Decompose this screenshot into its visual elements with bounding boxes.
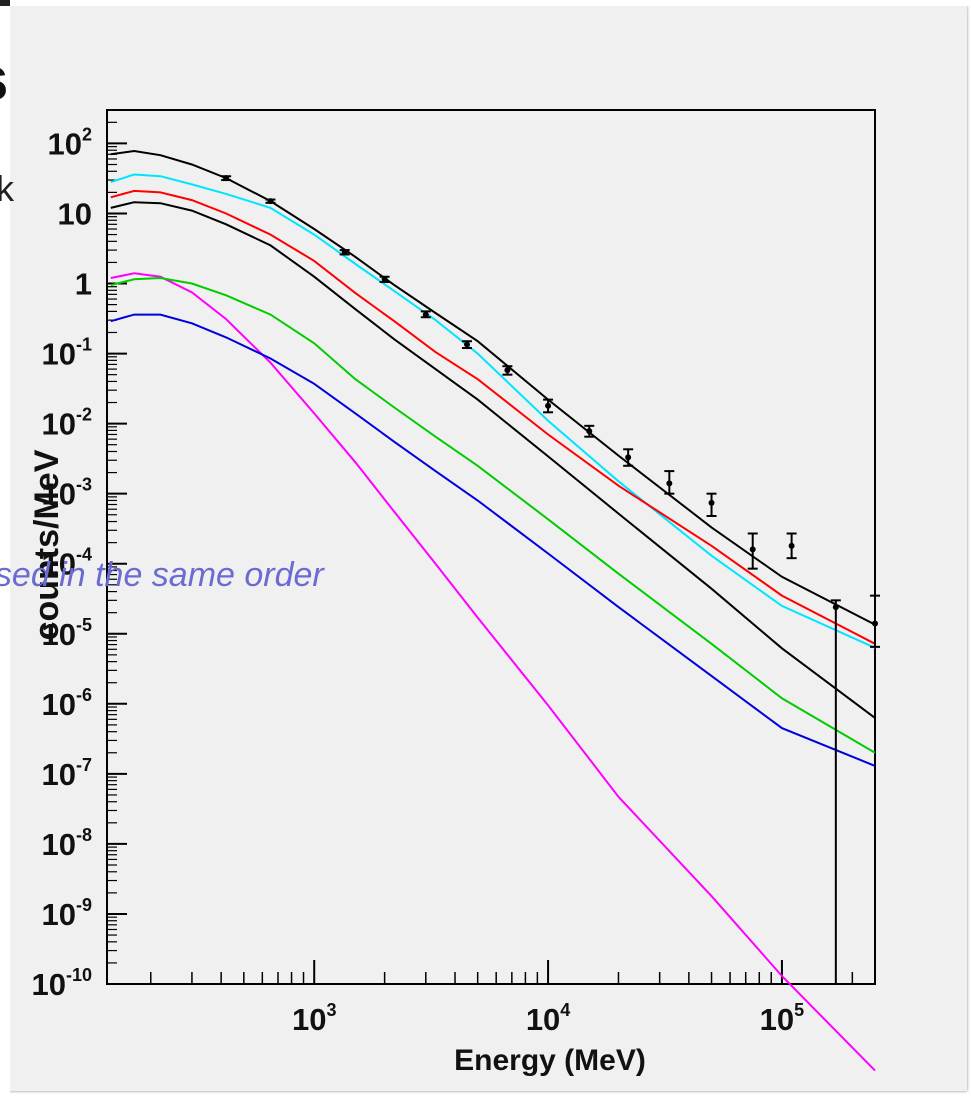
y-tick-label: 10-9 (42, 895, 93, 932)
series-line-7 (110, 313, 876, 767)
data-point-marker (708, 499, 715, 506)
data-point-marker (463, 341, 470, 348)
data-point-marker (586, 428, 593, 435)
window-corner-mark (0, 0, 10, 6)
data-point-marker (504, 367, 511, 374)
y-tick-label: 10-2 (42, 405, 93, 442)
y-tick-label: 10-10 (32, 965, 93, 1002)
series-line-3 (110, 189, 876, 645)
window-frame-top (0, 0, 971, 6)
y-tick-label: 10-6 (42, 685, 93, 722)
x-axis-title: Energy (MeV) (454, 1044, 646, 1077)
data-point-marker (267, 198, 274, 205)
data-point-marker (832, 604, 839, 611)
data-point-marker (422, 311, 429, 318)
data-point-marker (341, 249, 348, 256)
series-line-4 (110, 201, 876, 719)
data-point-marker (666, 480, 673, 487)
y-tick-label: 10-5 (42, 615, 93, 652)
x-tick-label: 105 (760, 1000, 805, 1037)
series-lines (110, 149, 876, 1072)
y-tick-label: 10 (58, 196, 92, 231)
x-tick-label: 103 (292, 1000, 337, 1037)
y-tick-label: 10-4 (42, 545, 93, 582)
data-point-marker (788, 542, 795, 549)
y-axis-title: counts/MeV (28, 449, 66, 640)
data-points (221, 175, 880, 984)
axis-ticks (107, 109, 854, 985)
data-point-marker (223, 175, 230, 182)
y-tick-label: 10-8 (42, 825, 93, 862)
y-tick-label: 10-7 (42, 755, 93, 792)
data-point-marker (545, 402, 552, 409)
y-tick-label: 10-3 (42, 475, 93, 512)
slide-title-fragment: s (0, 44, 8, 115)
series-line-5 (110, 272, 876, 1072)
data-point-marker (625, 454, 632, 461)
data-point-marker (749, 546, 756, 553)
y-tick-labels: 102 10 1 10-1 10-2 10-3 10-4 10-5 10-6 10-7 10-8 10… (32, 124, 93, 1002)
series-line-2 (110, 173, 876, 649)
series-line-6 (110, 276, 876, 754)
slide-text-fragment: k (0, 168, 14, 209)
y-tick-label: 1 (75, 267, 92, 302)
data-point-marker (381, 276, 388, 283)
data-point-marker (872, 620, 878, 627)
x-tick-label: 104 (526, 1000, 571, 1037)
y-tick-label: 102 (48, 124, 93, 161)
slide-caption: used in the same order (0, 556, 324, 594)
y-tick-label: 10-1 (42, 335, 93, 372)
x-tick-labels: 103 104 105 (292, 1000, 804, 1037)
series-line-1 (110, 149, 876, 626)
plot-frame (106, 109, 876, 985)
window-frame-left (0, 0, 10, 1099)
